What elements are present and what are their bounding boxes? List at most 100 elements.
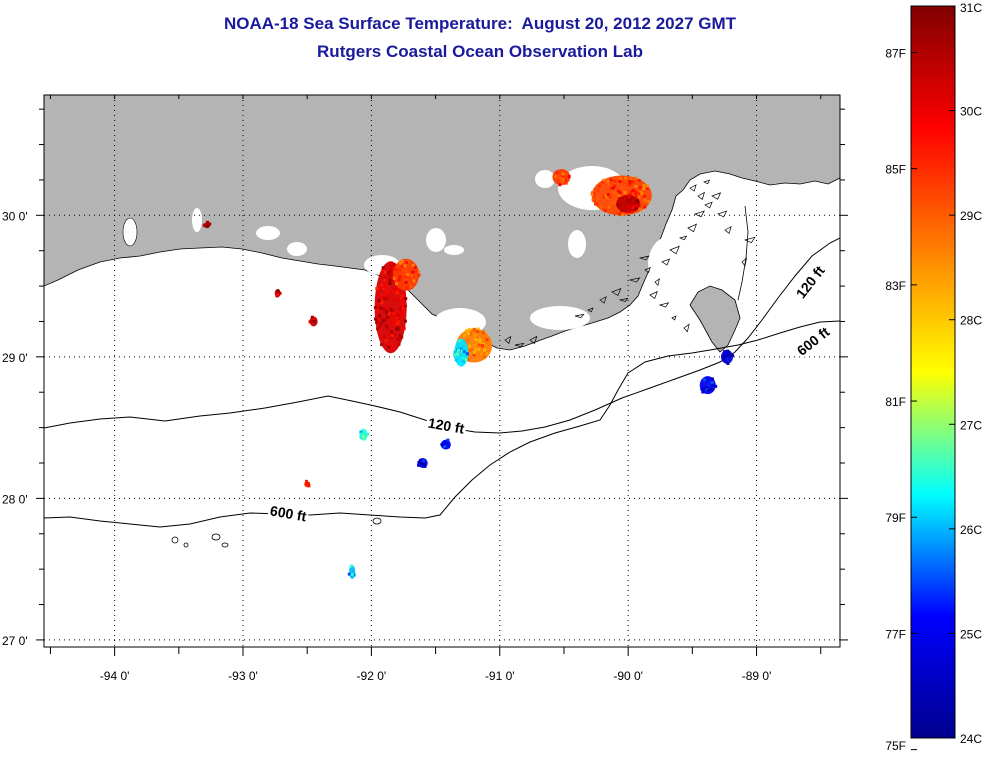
sst-pixel [383,278,387,282]
sst-pixel [591,197,595,201]
sst-pixel [393,297,397,301]
lake-white [287,242,307,256]
sst-pixel [634,191,638,195]
sst-pixel [444,441,448,445]
contour-label-bg [792,322,834,359]
sst-pixel [411,270,415,274]
marsh-island [574,313,585,318]
sst-pixel [462,356,466,360]
sst-pixel [457,348,461,352]
sst-pixel [456,352,460,356]
x-tick-label: -92 0' [357,669,387,683]
sst-pixel [554,175,558,179]
sst-pixel [636,201,640,205]
marsh-island [683,323,690,333]
sst-pixel [395,273,399,277]
sst-pixel [606,179,610,183]
sst-pixel [593,202,597,206]
sst-pixel [477,351,481,355]
sst-pixel [402,303,406,307]
sst-pixel [602,195,606,199]
sst-pixel [386,315,390,319]
sst-pixel [473,343,477,347]
sst-pixel [635,195,639,199]
sst-pixel [730,354,734,358]
sst-pixel [464,329,468,333]
sst-pixel [399,303,403,307]
sst-pixel [359,430,363,434]
sst-pixel [398,307,402,311]
sst-pixel [558,183,562,187]
sst-pixel [389,316,393,320]
sst-pixel [396,325,400,329]
sst-pixel [387,332,391,336]
sst-pixel [723,350,727,354]
contour-label: 120 ft [427,415,466,437]
sst-pixel [397,278,401,282]
marsh-island [717,210,728,218]
colorbar-label-fahrenheit: 85F [885,163,906,177]
marsh-island [514,342,525,347]
sst-pixel [590,192,594,196]
marsh-island [618,297,629,303]
sst-pixel [474,338,478,342]
sst-pixel [396,337,400,341]
sst-pixel [613,179,617,183]
sst-pixel [383,270,387,274]
sst-pixel [601,180,605,184]
sst-pixel [312,319,316,323]
sst-pixel [378,293,382,297]
sst-pixel [611,186,615,190]
sst-pixel [711,383,715,387]
sst-pixel [459,346,463,350]
marsh-island [743,236,756,244]
sst-pixel [631,180,635,184]
sst-pixel [631,211,635,215]
sst-patches [202,169,734,579]
sst-pixel [392,276,396,280]
sst-pixel [606,193,610,197]
sst-pixel [598,184,602,188]
lake-salvador [568,230,586,258]
sst-pixel [478,338,482,342]
sst-pixel [458,339,462,343]
lake-sabine-speck [202,220,212,229]
sst-pixel [560,180,564,184]
sst-pixel [618,197,622,201]
map-border [43,94,841,648]
sst-pixel [401,306,405,310]
sst-pixel [638,192,642,196]
sst-pixel [395,327,399,331]
sst-pixel [593,188,597,192]
sst-pixel [627,195,631,199]
sst-pixel [390,330,394,334]
sst-patch-body [721,349,734,364]
sst-pixel [562,178,566,182]
sst-pixel [623,191,627,195]
marsh-island [704,201,713,209]
sst-pixel [384,297,388,301]
sst-pixel [390,278,394,282]
sst-pixel [626,198,630,202]
sst-pixel [377,299,381,303]
sst-pixel [390,334,394,338]
sst-pixel [700,387,704,391]
x-tick-label: -89 0' [742,669,772,683]
colorbar-gradient [910,5,956,739]
sst-pixel [590,191,594,195]
sst-pixel [609,178,613,182]
x-tick-label: -90 0' [613,669,643,683]
sst-pixel [706,388,710,392]
atchafalaya-inner-patch [392,258,421,291]
sst-pixel [454,358,458,362]
sst-pixel [276,289,280,293]
lake-fausse [426,228,446,252]
sst-pixel [389,321,393,325]
sst-pixel [453,353,457,357]
colorbar-label-fahrenheit: 77F [885,627,906,641]
sst-pixel [618,212,622,216]
sst-pixel [485,338,489,342]
sst-pixel [634,199,638,203]
sst-pixel [386,326,390,330]
